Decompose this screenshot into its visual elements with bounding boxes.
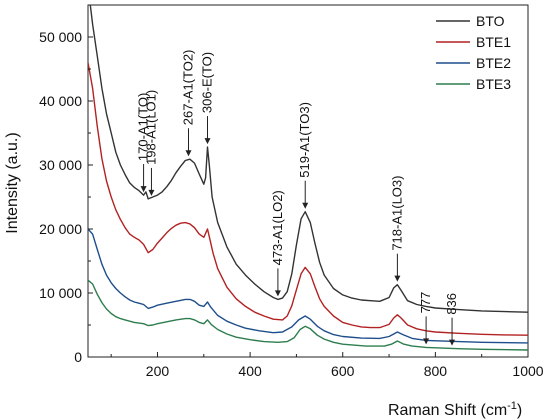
x-tick-label: 200 <box>146 363 170 379</box>
annotation-label: 473-A1(LO2) <box>270 190 285 265</box>
legend-item-bte2: BTE2 <box>436 55 511 71</box>
series-line-bte3 <box>88 279 528 351</box>
y-tick-label: 30 000 <box>39 157 82 173</box>
series-line-bto <box>89 5 528 313</box>
annotation-718-a1-lo3-: 718-A1(LO3) <box>389 176 404 282</box>
legend-item-bte3: BTE3 <box>436 76 511 92</box>
annotation-473-a1-lo2-: 473-A1(LO2) <box>270 190 285 297</box>
annotation-306-e-to-: 306-E(TO) <box>199 52 214 145</box>
annotations: 170-A1(TO)198-A1(LO1) 267-A1(TO2) 306-E(TO… <box>136 50 459 346</box>
x-tick-label: 800 <box>424 363 448 379</box>
plot-frame <box>87 4 529 358</box>
x-axis-label-main: Raman Shift (cm <box>388 402 507 419</box>
legend-label: BTE2 <box>476 55 511 71</box>
series-line-bte1 <box>88 62 528 336</box>
legend-item-bte1: BTE1 <box>436 34 511 50</box>
annotation-label: 836 <box>444 293 459 315</box>
y-tick-label: 50 000 <box>39 29 82 45</box>
y-tick-label: 40 000 <box>39 93 82 109</box>
legend-item-bto: BTO <box>436 13 505 29</box>
y-axis-label: Intensity (a.u.) <box>4 132 21 233</box>
annotation-label: 198-A1(LO1) <box>143 90 158 165</box>
x-tick-label: 1000 <box>512 363 543 379</box>
legend-label: BTE1 <box>476 34 511 50</box>
annotation-519-a1-to3-: 519-A1(TO3) <box>297 102 312 209</box>
annotation-777: 777 <box>418 292 433 345</box>
annotation-label: 519-A1(TO3) <box>297 102 312 178</box>
axis-ticks: 200 400 600 800 1000 0 10 000 20 000 30 000 40 00… <box>39 29 544 379</box>
annotation-170-a1-to-: 170-A1(TO) <box>136 93 151 193</box>
legend-label: BTO <box>476 13 505 29</box>
y-tick-label: 10 000 <box>39 285 82 301</box>
annotation-label: 718-A1(LO3) <box>389 176 404 251</box>
y-tick-label: 20 000 <box>39 221 82 237</box>
y-tick-label: 0 <box>74 349 82 365</box>
annotation-label: 306-E(TO) <box>199 52 214 113</box>
x-tick-label: 400 <box>238 363 262 379</box>
annotation-267-a1-to2-: 267-A1(TO2) <box>181 50 196 157</box>
series-layer <box>88 5 528 351</box>
x-axis-label-tail: ) <box>517 402 522 419</box>
annotation-label: 267-A1(TO2) <box>181 50 196 126</box>
series-line-bte2 <box>88 228 528 344</box>
plot-border <box>87 4 529 358</box>
x-axis-label: Raman Shift (cm-1) <box>388 400 522 419</box>
legend-label: BTE3 <box>476 76 511 92</box>
legend: BTO BTE1 BTE2 BTE3 <box>436 13 511 92</box>
annotation-label: 170-A1(TO) <box>136 93 151 161</box>
annotation-label: 777 <box>418 292 433 314</box>
annotation-198-a1-lo1-: 198-A1(LO1) <box>143 90 158 196</box>
x-axis-label-sup: -1 <box>507 400 517 412</box>
annotation-836: 836 <box>444 293 459 346</box>
x-tick-label: 600 <box>331 363 355 379</box>
